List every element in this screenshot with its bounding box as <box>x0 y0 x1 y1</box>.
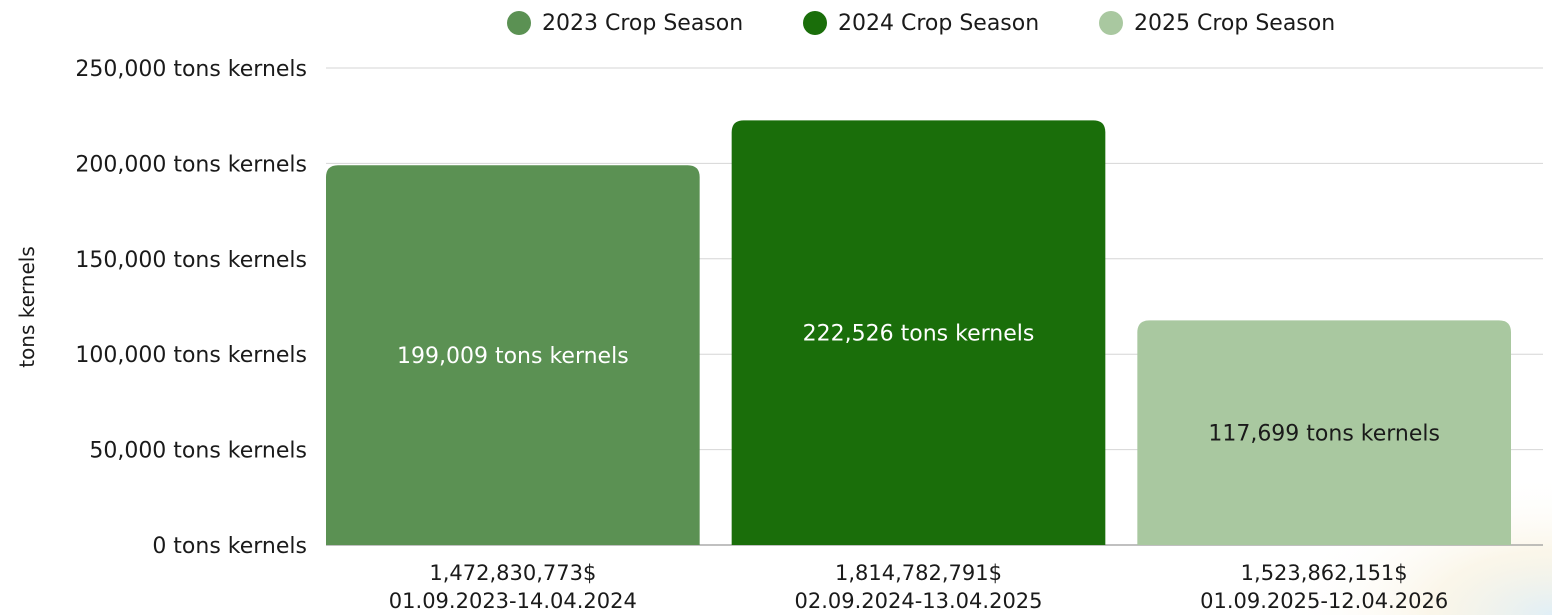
y-axis-ticks: 0 tons kernels 50,000 tons kernels 100,000… <box>75 57 307 559</box>
y-axis-title: tons kernels <box>15 246 39 368</box>
bar <box>326 165 700 545</box>
legend-label: 2025 Crop Season <box>1134 11 1335 36</box>
x-tick-label: 01.09.2025-12.04.2026 <box>1200 589 1448 613</box>
legend-marker <box>1099 11 1123 35</box>
legend-label: 2024 Crop Season <box>838 11 1039 36</box>
legend-label: 2023 Crop Season <box>542 11 743 36</box>
y-tick-label: 50,000 tons kernels <box>89 439 307 464</box>
x-axis-categories: 1,472,830,773$ 01.09.2023-14.04.2024 1,814… <box>389 561 1448 613</box>
x-tick-label: 1,472,830,773$ <box>429 561 596 585</box>
y-tick-label: 200,000 tons kernels <box>75 152 307 177</box>
bars <box>326 120 1511 545</box>
bar-data-label: 222,526 tons kernels <box>803 322 1035 347</box>
x-tick-label: 1,523,862,151$ <box>1241 561 1408 585</box>
bar <box>731 120 1106 545</box>
x-tick-label: 01.09.2023-14.04.2024 <box>389 589 637 613</box>
legend-marker <box>803 11 827 35</box>
x-tick-label: 02.09.2024-13.04.2025 <box>794 589 1042 613</box>
bar-data-label: 199,009 tons kernels <box>397 344 629 369</box>
bar <box>1137 320 1511 545</box>
bar-labels: 199,009 tons kernels 222,526 tons kernels… <box>397 322 1440 447</box>
y-tick-label: 250,000 tons kernels <box>75 57 307 82</box>
bar-data-label: 117,699 tons kernels <box>1208 422 1440 447</box>
y-tick-label: 0 tons kernels <box>152 534 307 559</box>
y-tick-label: 100,000 tons kernels <box>75 343 307 368</box>
legend-marker <box>507 11 531 35</box>
x-tick-label: 1,814,782,791$ <box>835 561 1002 585</box>
legend: 2023 Crop Season 2024 Crop Season 2025 Cro… <box>507 11 1335 36</box>
y-tick-label: 150,000 tons kernels <box>75 248 307 273</box>
